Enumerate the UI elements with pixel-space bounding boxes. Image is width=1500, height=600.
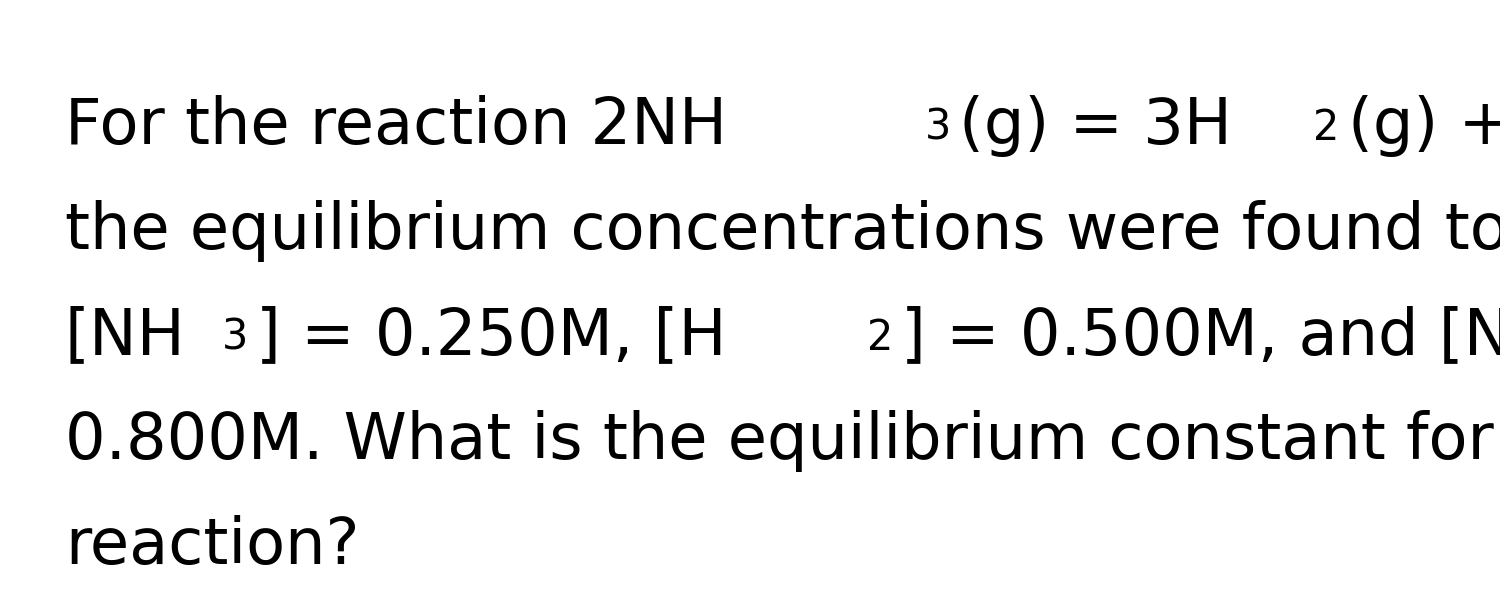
Text: ] = 0.250M, [H: ] = 0.250M, [H [256, 305, 726, 367]
Text: the equilibrium concentrations were found to be: the equilibrium concentrations were foun… [64, 200, 1500, 262]
Text: 2: 2 [867, 317, 894, 359]
Text: 0.800M. What is the equilibrium constant for this: 0.800M. What is the equilibrium constant… [64, 410, 1500, 472]
Text: reaction?: reaction? [64, 515, 360, 577]
Text: 2: 2 [1314, 107, 1340, 149]
Text: 3: 3 [222, 317, 248, 359]
Text: ] = 0.500M, and [N: ] = 0.500M, and [N [902, 305, 1500, 367]
Text: (g) + N: (g) + N [1347, 95, 1500, 157]
Text: 3: 3 [924, 107, 951, 149]
Text: (g) = 3H: (g) = 3H [958, 95, 1232, 157]
Text: For the reaction 2NH: For the reaction 2NH [64, 95, 728, 157]
Text: [NH: [NH [64, 305, 186, 367]
